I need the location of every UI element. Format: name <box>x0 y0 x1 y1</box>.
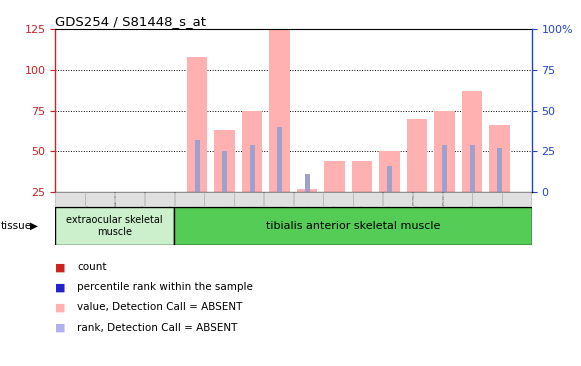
Bar <box>294 193 323 206</box>
Bar <box>324 161 345 233</box>
Bar <box>489 126 510 233</box>
Bar <box>469 145 475 233</box>
Bar <box>462 91 482 233</box>
Bar <box>304 174 310 233</box>
Bar <box>413 193 442 206</box>
Bar <box>407 119 428 233</box>
Bar <box>56 193 85 206</box>
Bar <box>443 193 472 206</box>
Text: count: count <box>77 262 107 272</box>
Bar <box>250 145 254 233</box>
Bar <box>85 193 114 206</box>
Bar <box>502 193 531 206</box>
Bar <box>472 193 501 206</box>
Bar <box>383 193 412 206</box>
Text: ■: ■ <box>55 262 66 272</box>
Text: ■: ■ <box>55 302 66 313</box>
Bar <box>174 207 532 245</box>
Bar <box>55 207 174 245</box>
Bar <box>145 193 174 206</box>
Bar <box>175 193 204 206</box>
Bar <box>379 152 400 233</box>
Text: ■: ■ <box>55 282 66 292</box>
Text: tissue: tissue <box>1 221 33 231</box>
Bar <box>195 140 200 233</box>
Text: percentile rank within the sample: percentile rank within the sample <box>77 282 253 292</box>
Bar <box>497 148 502 233</box>
Bar <box>234 193 263 206</box>
Bar <box>435 111 455 233</box>
Bar <box>277 127 282 233</box>
Bar <box>242 111 263 233</box>
Text: extraocular skeletal
muscle: extraocular skeletal muscle <box>66 215 163 237</box>
Bar <box>222 152 227 233</box>
Bar <box>205 193 234 206</box>
Bar <box>270 29 290 233</box>
Text: rank, Detection Call = ABSENT: rank, Detection Call = ABSENT <box>77 322 238 333</box>
Bar <box>264 193 293 206</box>
Bar <box>324 193 353 206</box>
Text: ▶: ▶ <box>30 221 38 231</box>
Text: ■: ■ <box>55 322 66 333</box>
Text: value, Detection Call = ABSENT: value, Detection Call = ABSENT <box>77 302 243 313</box>
Bar <box>353 193 382 206</box>
Bar <box>214 130 235 233</box>
Bar <box>187 57 207 233</box>
Bar <box>352 161 372 233</box>
Bar <box>442 145 447 233</box>
Bar <box>387 166 392 233</box>
Bar <box>115 193 144 206</box>
Bar <box>297 189 317 233</box>
Text: tibialis anterior skeletal muscle: tibialis anterior skeletal muscle <box>266 221 440 231</box>
Text: GDS254 / S81448_s_at: GDS254 / S81448_s_at <box>55 15 206 28</box>
